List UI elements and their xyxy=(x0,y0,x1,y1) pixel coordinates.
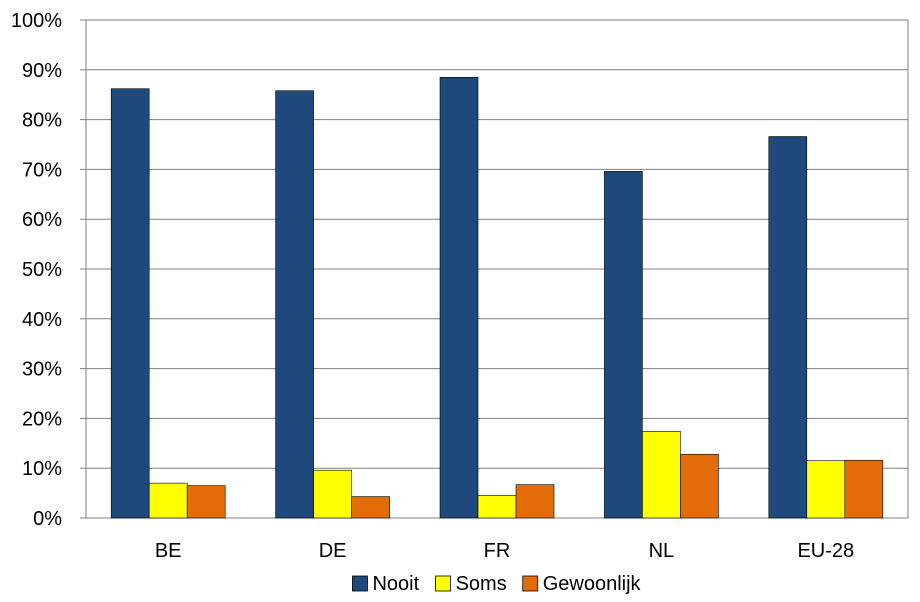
bar-soms-be xyxy=(148,482,188,519)
legend-swatch xyxy=(435,575,451,592)
x-axis-tick-labels: BE DE FR NL EU-28 xyxy=(155,540,854,562)
bars xyxy=(110,76,884,519)
legend-label: Nooit xyxy=(372,573,419,595)
bar-nooit-be xyxy=(110,88,150,519)
legend-label: Soms xyxy=(456,573,507,595)
bar-nooit-nl xyxy=(604,171,643,519)
bar-soms-fr xyxy=(477,495,517,519)
y-tick-label: 80% xyxy=(22,110,62,132)
y-tick-label: 0% xyxy=(33,508,62,530)
bar-gewoonlijk-nl xyxy=(680,453,719,519)
legend-swatch xyxy=(522,575,539,592)
bar-soms-de xyxy=(313,469,352,519)
x-tick-label: DE xyxy=(319,540,347,562)
legend-swatch xyxy=(352,575,368,592)
legend-item-nooit: Nooit xyxy=(352,573,420,595)
bar-soms-nl xyxy=(642,431,681,519)
legend-label: Gewoonlijk xyxy=(543,573,642,595)
y-axis-tick-labels: 0% 10% 20% 30% 40% 50% 60% 70% 80% 90% 100% xyxy=(11,10,62,530)
bar-nooit-de xyxy=(275,90,314,519)
x-tick-label: BE xyxy=(155,540,182,562)
y-tick-label: 100% xyxy=(11,10,62,32)
y-tick-label: 90% xyxy=(22,60,62,82)
bar-nooit-fr xyxy=(439,76,479,519)
x-tick-label: NL xyxy=(649,540,675,562)
y-tick-label: 70% xyxy=(22,159,62,181)
legend: Nooit Soms Gewoonlijk xyxy=(352,573,642,595)
x-tick-label: EU-28 xyxy=(797,540,854,562)
y-tick-label: 40% xyxy=(22,309,62,331)
y-tick-label: 10% xyxy=(22,458,62,480)
bar-gewoonlijk-be xyxy=(186,485,226,519)
y-tick-label: 60% xyxy=(22,209,62,231)
y-tick-label: 50% xyxy=(22,259,62,281)
bar-gewoonlijk-eu-28 xyxy=(844,459,884,519)
bar-nooit-eu-28 xyxy=(768,136,808,519)
bar-gewoonlijk-fr xyxy=(515,484,555,519)
x-tick-label: FR xyxy=(484,540,511,562)
bar-gewoonlijk-de xyxy=(351,496,390,519)
y-tick-label: 30% xyxy=(22,359,62,381)
legend-item-soms: Soms xyxy=(435,573,507,595)
bar-soms-eu-28 xyxy=(806,460,846,519)
y-tick-label: 20% xyxy=(22,408,62,430)
legend-item-gewoonlijk: Gewoonlijk xyxy=(522,573,642,595)
